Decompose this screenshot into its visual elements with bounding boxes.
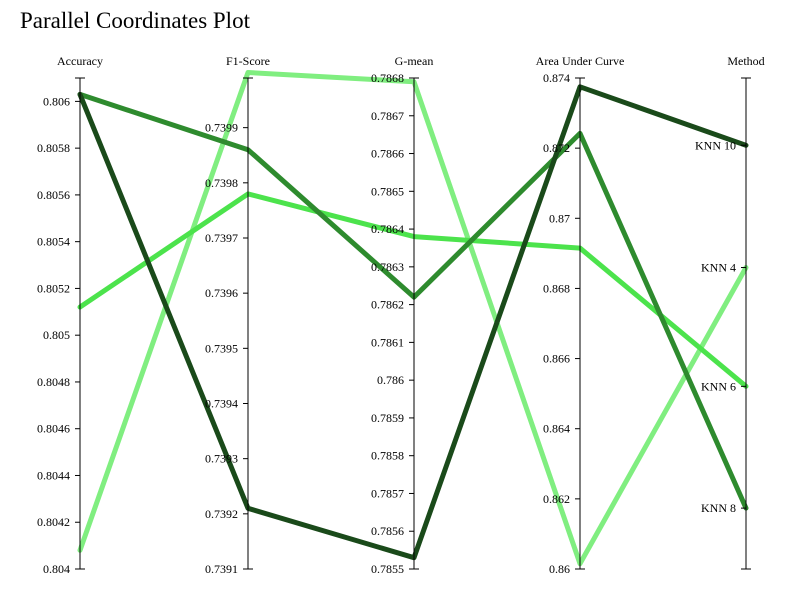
tick-label: 0.7861: [371, 335, 404, 349]
tick-label: 0.864: [543, 422, 570, 436]
series-line-knn-10: [77, 84, 749, 561]
tick-label: 0.7858: [371, 449, 404, 463]
series-line-knn-8: [77, 70, 749, 567]
tick-label: 0.8058: [37, 141, 70, 155]
tick-label: 0.8046: [37, 422, 70, 436]
tick-label: 0.7866: [371, 147, 404, 161]
tick-label: 0.7399: [205, 121, 238, 135]
axis-title-area-under-curve: Area Under Curve: [536, 54, 625, 68]
series-line-knn-6: [77, 191, 749, 389]
tick-label: 0.868: [543, 281, 570, 295]
tick-label: 0.7864: [371, 222, 404, 236]
tick-label: 0.8044: [37, 468, 70, 482]
tick-label: 0.7393: [205, 452, 238, 466]
tick-label: 0.8052: [37, 281, 70, 295]
axis-title-g-mean: G-mean: [395, 54, 434, 68]
tick-label: 0.7865: [371, 184, 404, 198]
tick-label: 0.7868: [371, 71, 404, 85]
tick-label: 0.7867: [371, 109, 404, 123]
tick-label: 0.7392: [205, 507, 238, 521]
tick-label: 0.7859: [371, 411, 404, 425]
tick-label: 0.866: [543, 352, 570, 366]
tick-label: 0.7862: [371, 298, 404, 312]
tick-label: 0.86: [549, 562, 570, 576]
tick-label: 0.804: [43, 562, 70, 576]
tick-label: 0.8054: [37, 235, 70, 249]
tick-label: 0.8048: [37, 375, 70, 389]
tick-label: 0.7394: [205, 396, 238, 410]
axis-title-method: Method: [727, 54, 764, 68]
tick-label: 0.7391: [205, 562, 238, 576]
tick-label: 0.874: [543, 71, 570, 85]
method-label-knn-10: KNN 10: [695, 138, 736, 152]
axis-title-f1-score: F1-Score: [226, 54, 270, 68]
tick-label: 0.8042: [37, 515, 70, 529]
tick-label: 0.7857: [371, 486, 404, 500]
method-label-knn-6: KNN 6: [701, 379, 736, 393]
tick-label: 0.7863: [371, 260, 404, 274]
tick-label: 0.7397: [205, 231, 238, 245]
tick-label: 0.786: [377, 373, 404, 387]
tick-label: 0.8056: [37, 188, 70, 202]
tick-label: 0.7856: [371, 524, 404, 538]
tick-label: 0.862: [543, 492, 570, 506]
tick-label: 0.7398: [205, 176, 238, 190]
tick-label: 0.7855: [371, 562, 404, 576]
tick-label: 0.7396: [205, 286, 238, 300]
axis-title-accuracy: Accuracy: [57, 54, 103, 68]
axes: Accuracy 0.804 0.8042 0.8044 0.8046 0.8048 0.8…: [37, 54, 765, 576]
method-label-knn-4: KNN 4: [701, 261, 736, 275]
tick-label: 0.7395: [205, 341, 238, 355]
tick-label: 0.806: [43, 94, 70, 108]
tick-label: 0.872: [543, 141, 570, 155]
category-labels: KNN 10 KNN 4 KNN 6 KNN 8: [695, 138, 736, 515]
method-label-knn-8: KNN 8: [701, 501, 736, 515]
series-lines: [77, 70, 749, 567]
tick-label: 0.805: [43, 328, 70, 342]
tick-label: 0.87: [549, 211, 570, 225]
chart-title: Parallel Coordinates Plot: [20, 8, 250, 33]
